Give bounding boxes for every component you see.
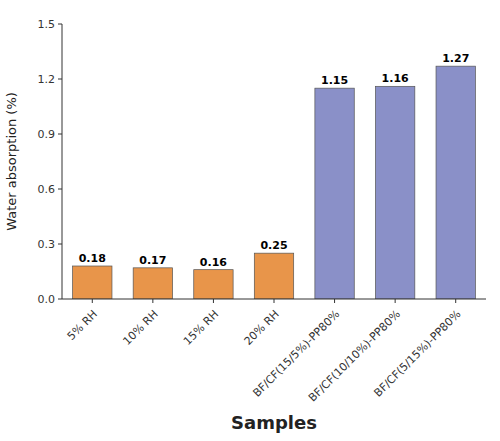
bar: [73, 266, 112, 299]
data-label: 0.25: [260, 239, 287, 252]
bar: [436, 66, 475, 299]
x-tick-label: 5% RH: [65, 308, 100, 343]
data-label: 0.18: [79, 252, 106, 265]
bar: [194, 270, 233, 299]
data-label: 0.17: [139, 254, 166, 267]
data-label: 1.16: [382, 72, 409, 85]
bar: [133, 268, 172, 299]
data-label: 0.16: [200, 256, 227, 269]
x-tick-label: 20% RH: [242, 308, 282, 348]
y-tick-label: 0.6: [38, 183, 56, 196]
y-tick-label: 1.2: [38, 73, 56, 86]
x-tick: [152, 299, 153, 303]
bar: [375, 86, 414, 299]
y-tick-label: 0.3: [38, 238, 56, 251]
x-tick: [395, 299, 396, 303]
bar: [254, 253, 293, 299]
x-tick: [213, 299, 214, 303]
data-label: 1.27: [442, 52, 469, 65]
x-tick: [455, 299, 456, 303]
chart: 0.18 0.17 0.16 0.25 1.15 1.16 1.27 0.0 0.3 0.6 0.9…: [0, 0, 500, 441]
x-tick-label: BF/CF(5/15%)-PP80%: [372, 308, 464, 400]
y-tick: [58, 79, 62, 80]
y-tick-label: 0.9: [38, 128, 56, 141]
y-tick-label: 0.0: [38, 293, 56, 306]
y-tick-label: 1.5: [38, 18, 56, 31]
bar: [315, 88, 354, 299]
y-axis-label: Water absorption (%): [4, 92, 19, 231]
x-tick-label: 15% RH: [181, 308, 221, 348]
y-tick: [58, 134, 62, 135]
y-axis-line: [62, 24, 63, 299]
bars: [73, 66, 476, 299]
data-label: 1.15: [321, 74, 348, 87]
x-tick-label: 10% RH: [120, 308, 160, 348]
y-tick: [58, 299, 62, 300]
x-tick: [334, 299, 335, 303]
x-axis-label: Samples: [231, 412, 317, 433]
y-tick: [58, 24, 62, 25]
y-tick: [58, 244, 62, 245]
y-tick: [58, 189, 62, 190]
x-tick: [274, 299, 275, 303]
x-tick: [92, 299, 93, 303]
